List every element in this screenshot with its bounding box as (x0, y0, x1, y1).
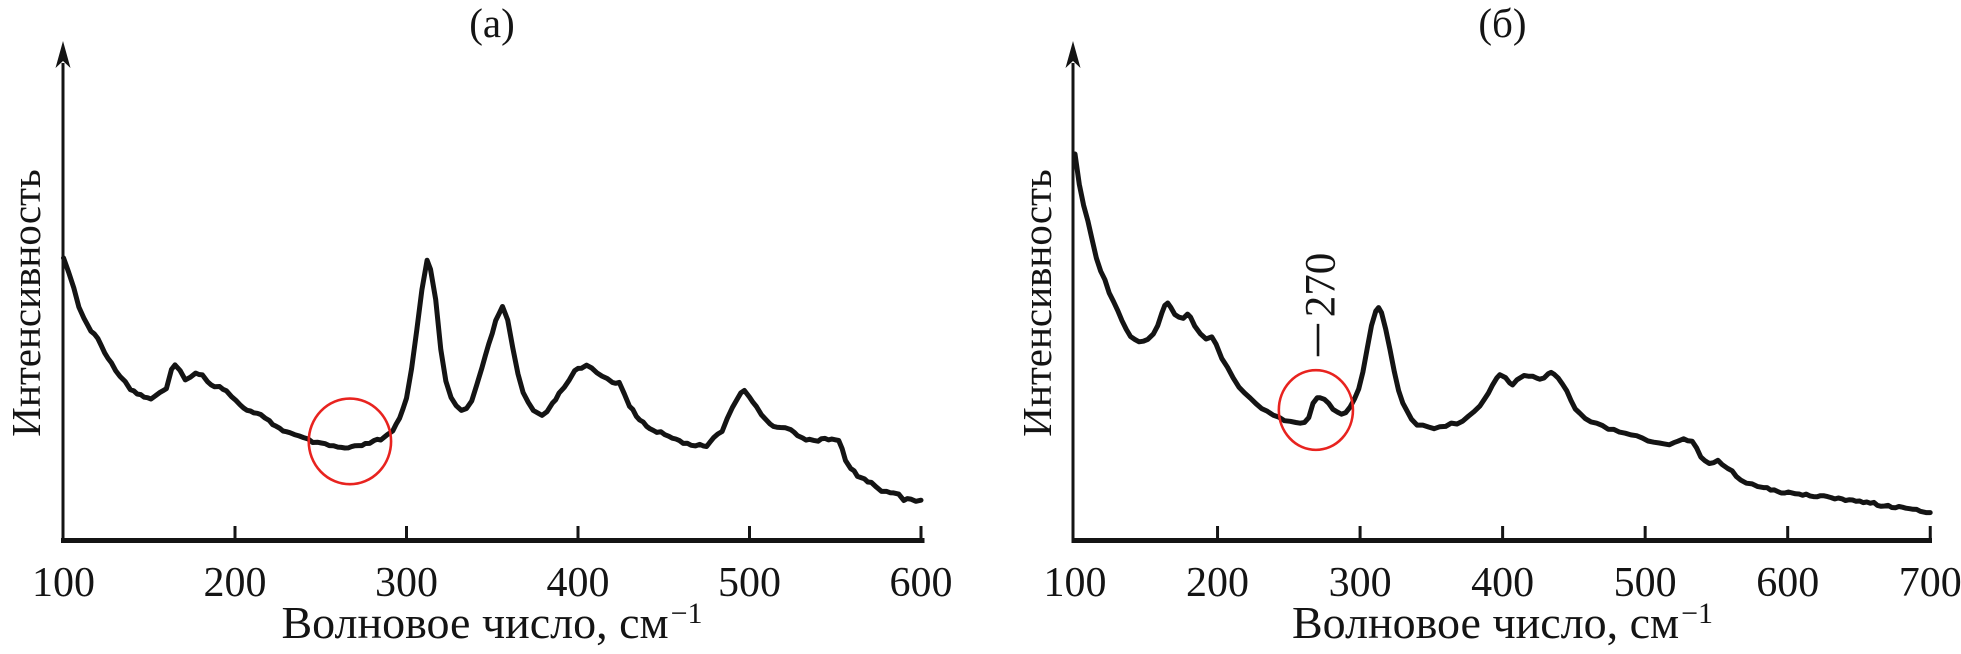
panel-b-tick-label-700: 700 (1899, 560, 1961, 606)
panel-b-tick-label-400: 400 (1471, 560, 1534, 606)
panel-b-title: (б) (1478, 0, 1527, 46)
panel-b-tick-label-600: 600 (1756, 560, 1819, 606)
panel-a-highlight-ellipse (307, 397, 393, 486)
panel-b-tick-label-300: 300 (1329, 560, 1392, 606)
panel-a-y-axis-arrow-icon (55, 41, 71, 68)
panel-a-tick-label-200: 200 (204, 560, 267, 606)
panel-a-spectrum-curve (61, 255, 924, 504)
panel-a-tick-label-400: 400 (547, 560, 610, 606)
panel-a-x-axis-label: Волновое число, см−1 (63, 597, 921, 653)
panel-b-tick-label-200: 200 (1186, 560, 1249, 606)
panel-b-tick-label-500: 500 (1614, 560, 1677, 606)
panel-b-peak-annotation-label: 270 (1297, 253, 1344, 318)
panel-b-y-axis-label: Интенсивность (1014, 169, 1060, 437)
panel-a-y-axis-label: Интенсивность (3, 169, 49, 437)
panel-b-x-axis-label-superscript: −1 (1681, 597, 1714, 630)
panel-b-spectrum-curve (1072, 151, 1933, 516)
panel-a-tick-label-300: 300 (375, 560, 438, 606)
panel-b-x-axis-label: Волновое число, см−1 (1075, 597, 1930, 653)
panel-a-x-axis-label-superscript: −1 (670, 597, 703, 630)
panel-a-x-axis-label-text: Волновое число, см (281, 597, 669, 648)
panel-a-tick-label-100: 100 (32, 560, 95, 606)
panel-b-y-axis-arrow-icon (1065, 41, 1081, 68)
panel-a-title: (а) (469, 0, 515, 46)
panel-a-tick-label-600: 600 (890, 560, 953, 606)
panel-a-tick-label-500: 500 (718, 560, 781, 606)
panel-b-x-axis-label-text: Волновое число, см (1291, 597, 1680, 648)
panel-b-tick-label-100: 100 (1044, 560, 1107, 606)
panel-b-highlight-ellipse (1277, 368, 1355, 452)
